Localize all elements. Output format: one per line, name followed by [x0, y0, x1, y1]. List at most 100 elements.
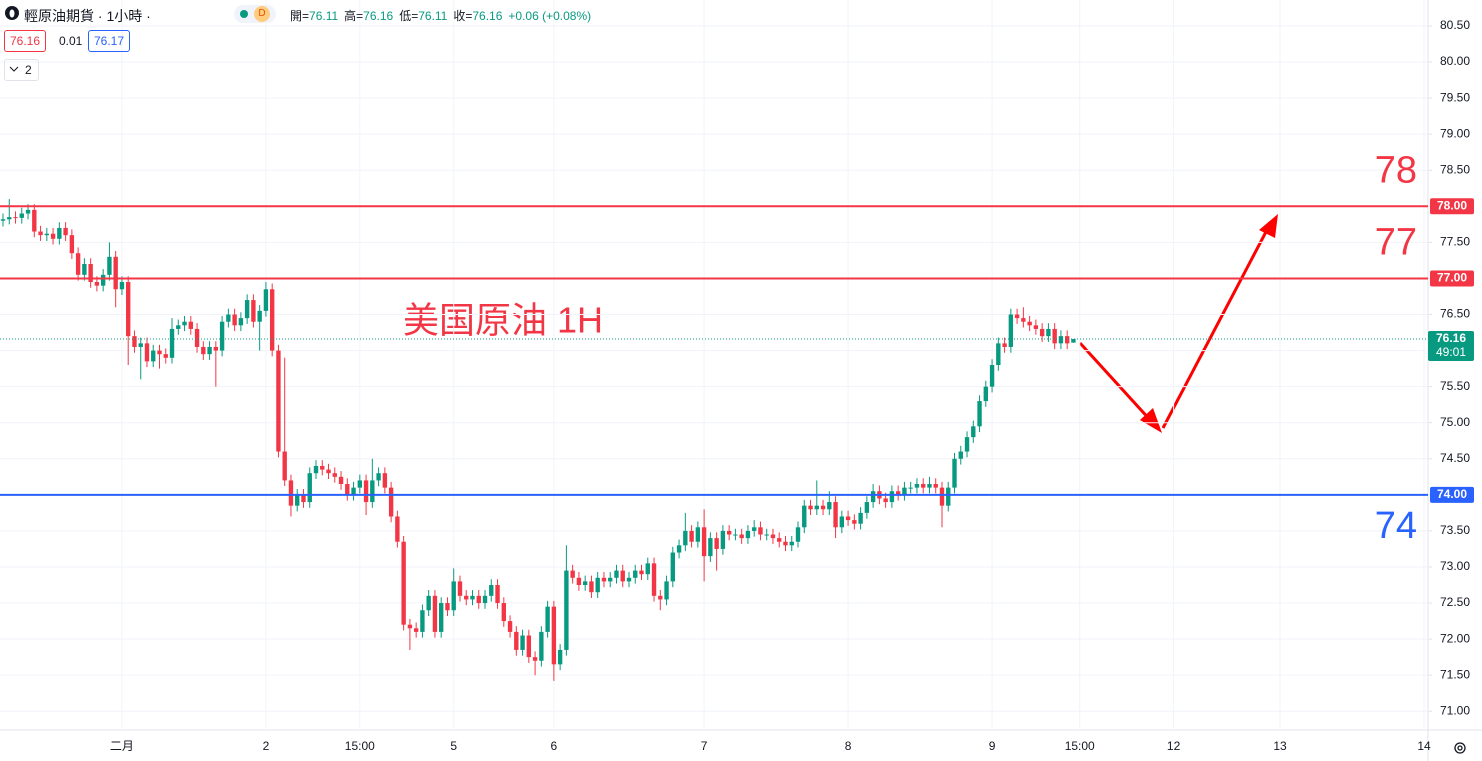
grid: [0, 0, 1428, 730]
x-tick-label: 8: [845, 739, 852, 753]
candle-body: [445, 603, 450, 611]
candle-body: [570, 570, 575, 578]
candle-body: [733, 534, 738, 536]
ohlc-value: 76.11: [309, 9, 339, 23]
candle-body: [176, 325, 181, 329]
candle-body: [658, 595, 663, 600]
candle-body: [50, 233, 56, 239]
candle-body: [645, 563, 650, 575]
candle-body: [395, 516, 400, 542]
ohlc-value: 76.16: [472, 9, 503, 23]
candle-body: [207, 346, 212, 355]
candle-body: [1027, 321, 1032, 326]
candle-body: [1052, 328, 1057, 344]
candle-body: [795, 527, 801, 542]
candle-body: [889, 491, 895, 503]
candle-body: [282, 451, 287, 481]
candle-body: [100, 274, 106, 286]
candle-body: [69, 235, 75, 254]
candle-body: [357, 480, 363, 488]
x-tick-label: 2: [263, 739, 270, 753]
candle-body: [307, 473, 312, 503]
candle-body: [1008, 314, 1014, 347]
candle-body: [182, 321, 187, 326]
candle-body: [188, 321, 193, 329]
x-tick-label: 7: [701, 739, 708, 753]
ohlc-values: 開=76.11 高=76.16 低=76.11 收=76.16 +0.06 (+0.08…: [290, 7, 591, 24]
candle-body: [151, 350, 156, 362]
buy-button[interactable]: 76.17: [88, 30, 131, 52]
ohlc-value: 76.16: [363, 9, 394, 23]
candle-body: [714, 538, 719, 549]
ohlc-label: 低=: [399, 9, 419, 23]
candle-body: [1039, 328, 1045, 337]
level-tag-label: 74.00: [1437, 487, 1467, 501]
y-tick-label: 77.50: [1440, 235, 1470, 249]
candle-body: [839, 516, 845, 528]
candle-body: [1064, 336, 1070, 344]
symbol-name[interactable]: 輕原油期貨 · 1小時 ·: [24, 8, 151, 24]
y-tick-label: 76.50: [1440, 307, 1470, 321]
candle-body: [1021, 318, 1026, 322]
candle-body: [789, 541, 794, 546]
candle-body: [501, 603, 506, 622]
candle-body: [664, 581, 669, 600]
candle-body: [201, 346, 206, 355]
settings-icon[interactable]: [1454, 742, 1466, 754]
candle-body: [971, 426, 976, 438]
candle-body: [269, 289, 275, 351]
candle-body: [996, 343, 1001, 365]
y-tick-label: 79.00: [1440, 126, 1470, 140]
candle-body: [407, 624, 413, 629]
candle-body: [432, 595, 438, 632]
level-tag: [1430, 486, 1474, 503]
candle-body: [989, 365, 995, 387]
y-tick-label: 72.50: [1440, 595, 1470, 609]
candle-body: [19, 213, 24, 218]
candle-body: [226, 314, 231, 322]
y-tick-label: 73.00: [1440, 559, 1470, 573]
candle-body: [495, 585, 500, 604]
candle-body: [564, 570, 569, 650]
candle-body: [576, 577, 582, 586]
y-tick-label: 80.00: [1440, 54, 1470, 68]
x-tick-label: 13: [1273, 739, 1287, 753]
candle-body: [820, 505, 826, 510]
candle-body: [827, 502, 832, 510]
candle-body: [476, 595, 481, 604]
candle-body: [701, 527, 707, 557]
change-value: +0.06 (+0.08%): [508, 9, 592, 23]
candle-body: [726, 530, 732, 535]
level-note: 78: [1375, 149, 1417, 191]
candle-body: [777, 538, 782, 542]
candle-body: [739, 534, 744, 539]
indicators-toggle[interactable]: 2: [4, 59, 39, 81]
candle-body: [163, 354, 168, 358]
candle-body: [439, 603, 444, 632]
candle-body: [614, 570, 619, 578]
candle-body: [770, 534, 776, 539]
candle-body: [420, 610, 425, 632]
y-tick-label: 80.50: [1440, 18, 1470, 32]
candle-body: [157, 350, 162, 355]
y-tick-label: 71.50: [1440, 667, 1470, 681]
candle-body: [113, 256, 118, 290]
candle-body: [313, 465, 319, 474]
candle-body: [470, 595, 475, 600]
x-tick-label: 15:00: [1065, 739, 1095, 753]
candle-body: [388, 487, 394, 517]
sell-button[interactable]: 76.16: [4, 30, 47, 52]
candle-body: [539, 631, 544, 661]
candle-body: [301, 494, 306, 503]
candle-body: [25, 209, 31, 214]
candle-body: [1071, 339, 1076, 343]
candle-body: [651, 563, 657, 596]
candle-body: [107, 256, 112, 275]
candle-body: [864, 502, 870, 513]
candle-body: [870, 491, 876, 503]
ohlc-label: 開=: [290, 9, 310, 23]
candle-body: [1002, 343, 1007, 347]
candle-body: [914, 484, 920, 488]
delay-badge[interactable]: D: [254, 6, 270, 22]
